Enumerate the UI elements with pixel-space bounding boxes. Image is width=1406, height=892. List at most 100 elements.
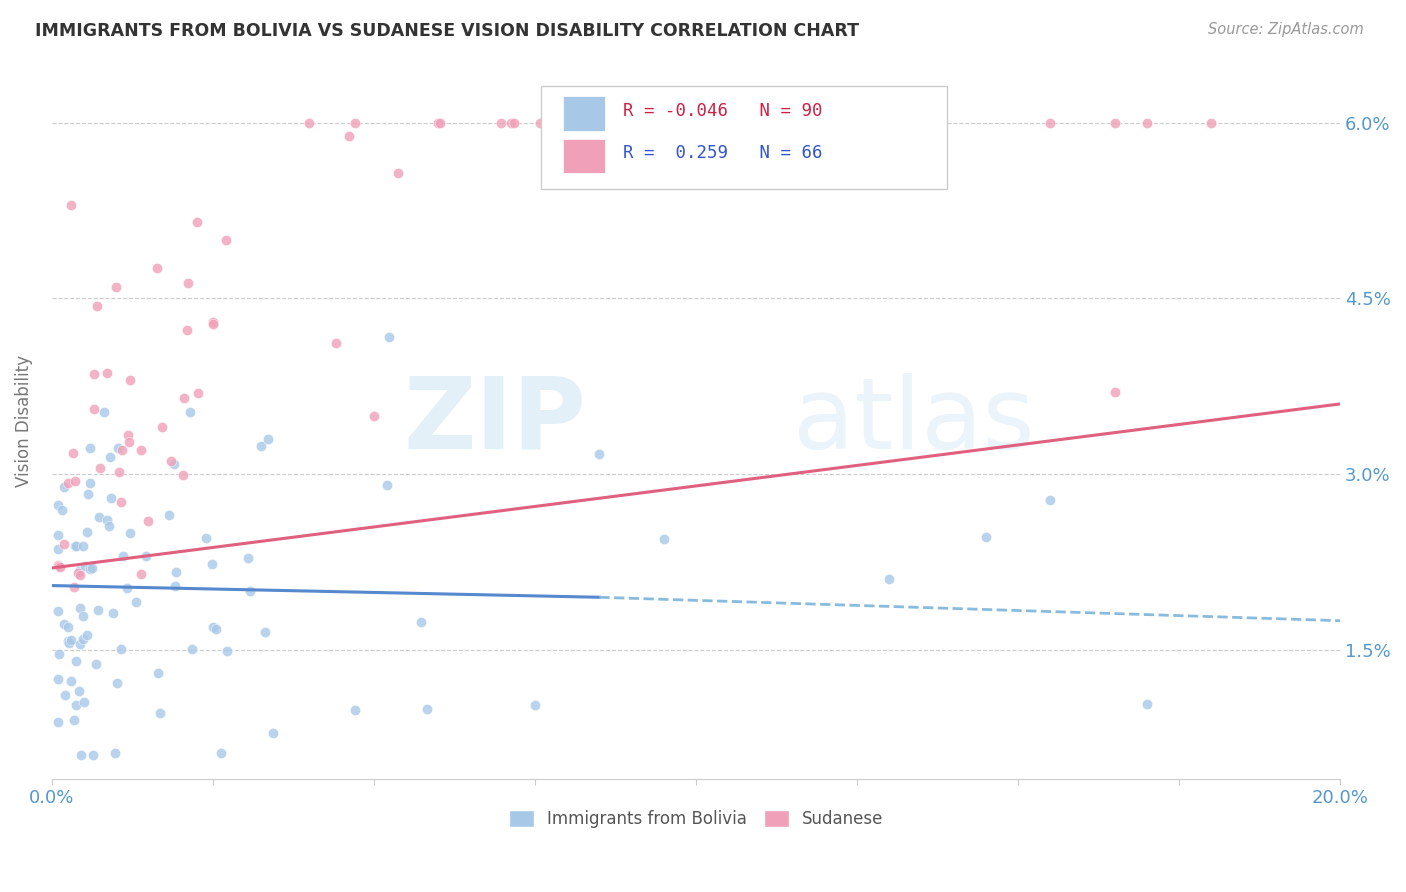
Point	[117, 427, 139, 442]
Point	[387, 165, 409, 179]
Point	[80, 560, 103, 574]
Point	[215, 233, 238, 247]
Point	[65, 654, 87, 668]
Point	[1136, 698, 1159, 712]
Point	[69, 638, 91, 652]
Point	[523, 698, 546, 712]
Point	[96, 366, 118, 380]
Point	[69, 601, 91, 615]
Point	[1104, 385, 1126, 400]
Point	[740, 116, 762, 130]
Point	[638, 116, 661, 130]
Point	[254, 625, 277, 640]
Point	[375, 478, 398, 492]
Point	[70, 748, 93, 763]
Point	[640, 116, 662, 130]
Point	[46, 498, 69, 512]
Point	[104, 747, 127, 761]
Point	[165, 566, 187, 580]
Point	[58, 636, 80, 650]
Point	[378, 330, 401, 344]
Point	[201, 620, 224, 634]
Point	[89, 460, 111, 475]
Point	[148, 666, 170, 681]
Text: R =  0.259   N = 66: R = 0.259 N = 66	[623, 145, 823, 162]
Point	[69, 568, 91, 582]
Point	[60, 632, 83, 647]
Point	[67, 564, 90, 578]
Point	[65, 539, 87, 553]
Point	[115, 581, 138, 595]
Point	[76, 487, 98, 501]
Point	[173, 391, 195, 405]
Point	[257, 432, 280, 446]
Point	[186, 214, 208, 228]
Point	[204, 622, 226, 636]
Point	[555, 116, 578, 130]
Point	[135, 549, 157, 563]
Point	[107, 441, 129, 455]
Point	[238, 551, 260, 566]
Point	[325, 335, 347, 350]
Point	[652, 532, 675, 546]
Point	[501, 116, 523, 130]
Point	[1104, 116, 1126, 130]
Point	[46, 604, 69, 618]
Point	[49, 560, 72, 574]
Point	[52, 617, 75, 632]
Point	[65, 540, 87, 554]
Point	[529, 116, 551, 130]
Point	[46, 672, 69, 686]
Point	[738, 116, 761, 130]
Point	[180, 641, 202, 656]
Point	[145, 260, 167, 275]
Point	[685, 116, 707, 130]
Point	[588, 447, 610, 461]
Point	[124, 595, 146, 609]
Point	[262, 726, 284, 740]
Point	[138, 514, 160, 528]
Point	[110, 642, 132, 657]
Point	[409, 615, 432, 629]
Point	[48, 558, 70, 573]
Point	[79, 562, 101, 576]
Point	[108, 465, 131, 479]
Point	[129, 566, 152, 581]
Point	[239, 584, 262, 599]
Point	[165, 578, 187, 592]
Point	[105, 676, 128, 690]
Point	[48, 647, 70, 661]
Point	[118, 525, 141, 540]
Point	[87, 603, 110, 617]
Point	[344, 116, 367, 130]
Point	[60, 197, 83, 211]
Point	[117, 435, 139, 450]
Point	[1136, 116, 1159, 130]
Point	[62, 580, 84, 594]
Point	[163, 457, 186, 471]
Point	[51, 503, 73, 517]
Point	[46, 527, 69, 541]
Point	[46, 714, 69, 729]
Point	[67, 566, 90, 580]
Point	[1201, 116, 1223, 130]
Point	[803, 116, 825, 130]
Point	[489, 116, 512, 130]
Point	[63, 713, 86, 727]
Point	[877, 572, 900, 586]
Point	[503, 116, 526, 130]
Point	[337, 128, 360, 143]
Point	[1039, 116, 1062, 130]
Point	[187, 385, 209, 400]
Text: Source: ZipAtlas.com: Source: ZipAtlas.com	[1208, 22, 1364, 37]
Point	[176, 276, 198, 290]
Point	[72, 609, 94, 624]
Text: ZIP: ZIP	[404, 373, 586, 470]
Point	[201, 317, 224, 331]
Point	[98, 450, 121, 464]
Point	[72, 539, 94, 553]
Point	[79, 476, 101, 491]
Point	[179, 405, 201, 419]
Bar	[564, 139, 605, 173]
Point	[172, 467, 194, 482]
